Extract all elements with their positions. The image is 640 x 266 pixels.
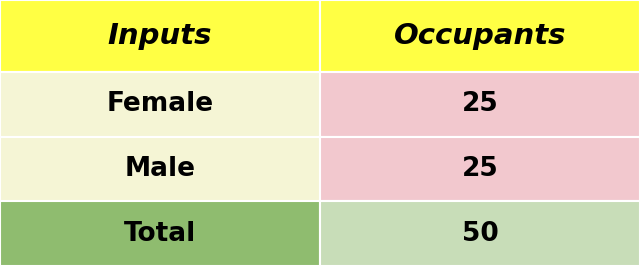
Bar: [0, 0, 320, 72]
Text: Inputs: Inputs: [108, 22, 212, 50]
Bar: [320, 137, 640, 201]
Bar: [320, 72, 640, 137]
Bar: [0, 137, 320, 201]
Text: Total: Total: [124, 221, 196, 247]
Text: Occupants: Occupants: [394, 22, 566, 50]
Bar: [320, 201, 640, 266]
Text: Male: Male: [125, 156, 195, 182]
Text: Female: Female: [106, 91, 214, 117]
Text: 25: 25: [461, 156, 499, 182]
Bar: [320, 0, 640, 72]
Text: 50: 50: [461, 221, 499, 247]
Bar: [0, 72, 320, 137]
Bar: [0, 201, 320, 266]
Text: 25: 25: [461, 91, 499, 117]
